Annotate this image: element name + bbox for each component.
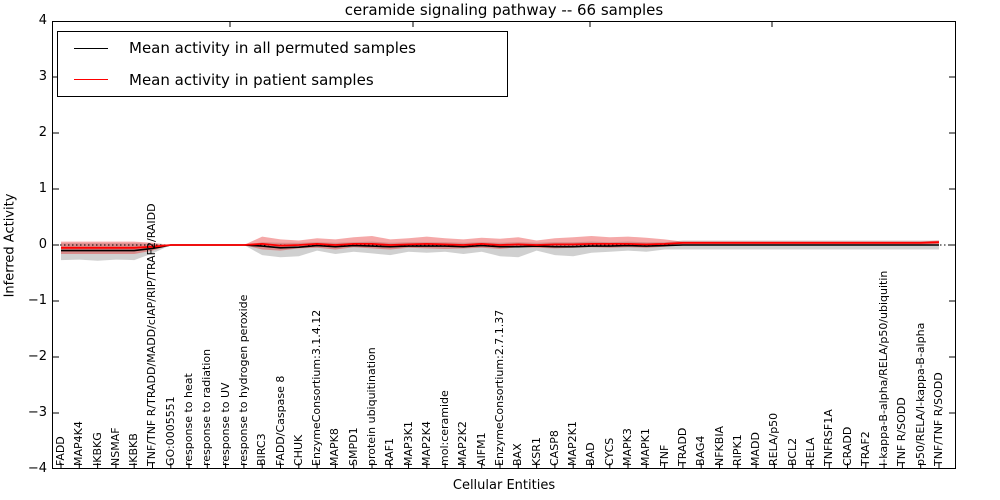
patient-mean-line [61,241,940,249]
x-tick-label: TNF [657,444,671,466]
x-tick-label: RELA [803,437,817,467]
y-tick-label: −1 [27,293,47,308]
x-tick-label: GO:0005551 [163,396,177,466]
x-tick-label: MADD [749,432,763,466]
x-tick-label: TRADD [675,427,689,466]
x-tick-label: AIFM1 [474,432,488,466]
x-tick-label: IKBKG [90,432,104,466]
legend-item-1: Mean activity in patient samples [58,65,507,95]
x-tick-label: TNFRSF1A [822,409,836,466]
x-tick-label: MAP3K1 [401,421,415,466]
legend-item-label: Mean activity in all permuted samples [129,39,416,58]
x-tick-label: FADD/Caspase 8 [273,375,287,466]
x-tick-label: CRADD [840,426,854,466]
x-tick-label: RIPK1 [730,434,744,466]
legend-item-label: Mean activity in patient samples [129,70,374,89]
y-tick-label: −4 [27,461,47,476]
legend-box: Mean activity in all permuted samples Mea… [57,31,508,97]
x-tick-label: response to hydrogen peroxide [236,294,250,466]
x-tick-label: EnzymeConsortium:2.7.1.37 [493,309,506,466]
x-tick-label: BAX [511,443,525,466]
x-tick-label: FADD [54,436,67,466]
x-tick-label: CYCS [602,437,616,466]
x-tick-label: RELA/p50 [767,412,781,466]
axis-tick-marks [52,21,956,469]
chart-title: ceramide signaling pathway -- 66 samples [344,1,664,19]
x-tick-label: response to UV [218,382,232,466]
y-tick-label: −2 [27,349,47,364]
x-tick-label: MAP2K1 [566,421,580,466]
x-tick-label: CHUK [291,434,305,466]
x-tick-label: TNF/TNF R/SODD [932,372,945,466]
x-tick-label: MAPK1 [639,428,653,466]
y-tick-label: 0 [38,237,47,252]
y-tick-label: −3 [27,405,47,420]
x-tick-label: BIRC3 [255,433,269,466]
y-tick-label: 3 [38,69,47,84]
legend-line-sample [74,47,108,49]
x-tick-label: KSR1 [529,437,543,466]
x-tick-label: BAD [584,442,598,466]
legend-item-0: Mean activity in all permuted samples [58,33,507,63]
x-tick-label: TRAF2 [858,431,872,466]
legend-line-sample [74,79,108,81]
x-tick-label: mol:ceramide [438,390,452,466]
y-tick-label: 4 [38,13,47,28]
x-tick-label: p50/RELA/I-kappa-B-alpha [913,322,927,466]
x-tick-label: MAP4K4 [72,421,86,466]
x-tick-label: CASP8 [547,430,561,466]
plot-svg [52,21,956,469]
x-tick-label: NSMAF [108,427,122,466]
y-tick-label: 2 [38,125,47,140]
x-tick-label: MAP2K2 [456,421,470,466]
x-tick-label: IKBKB [127,433,141,466]
y-tick-label: 1 [38,181,47,196]
x-tick-label: response to radiation [200,348,214,466]
x-tick-label: SMPD1 [346,427,360,466]
x-tick-label: RAF1 [383,437,397,466]
x-tick-label: MAP2K4 [419,421,433,466]
x-tick-label: NFKBIA [712,425,726,466]
x-axis-label: Cellular Entities [452,478,556,493]
x-tick-label: MAPK3 [621,428,635,466]
x-tick-label: EnzymeConsortium:3.1.4.12 [310,309,324,466]
x-tick-label: protein ubiquitination [364,347,378,466]
x-tick-label: BCL2 [785,437,799,466]
x-tick-label: TNF R/SODD [895,397,909,466]
x-tick-label: response to heat [182,373,196,466]
x-tick-label: BAG4 [694,435,708,466]
x-tick-label: MAPK8 [328,428,342,466]
x-tick-label: TNF/TNF R/TRADD/MADD/cIAP/RIP/TRAF2/RAID… [145,203,159,466]
x-tick-label: I-kappa-B-alpha/RELA/p50/ubiquitin [877,270,891,466]
